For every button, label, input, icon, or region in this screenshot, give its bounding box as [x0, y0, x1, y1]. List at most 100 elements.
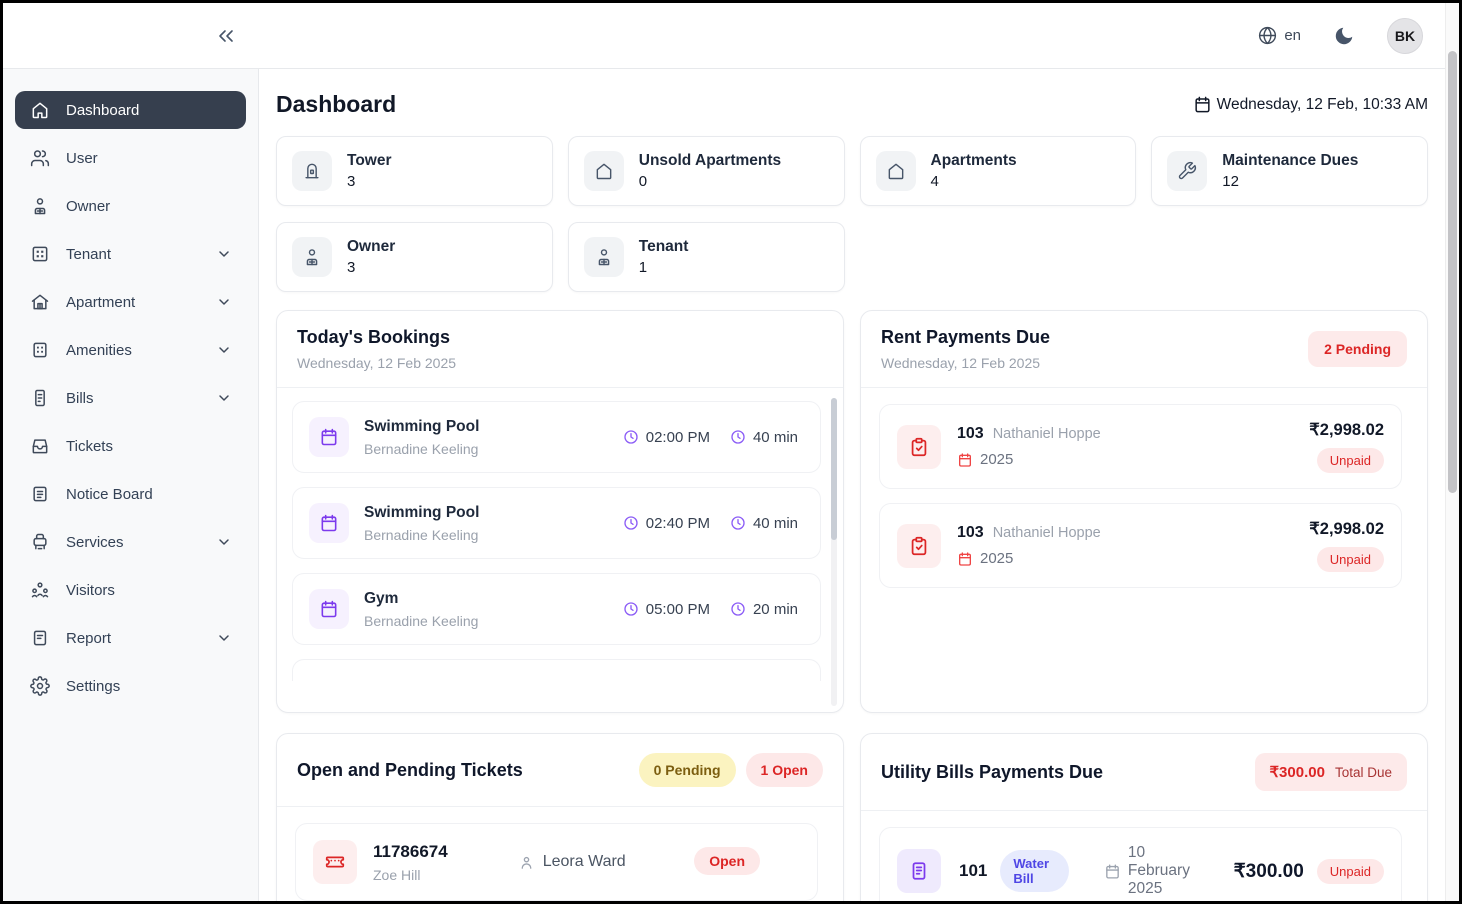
person-icon — [518, 854, 535, 871]
booking-duration-label: 40 min — [752, 428, 798, 446]
booking-item[interactable]: Swimming Pool Bernadine Keeling 02:00 PM… — [292, 401, 821, 473]
ticket-item[interactable]: 11786674 Zoe Hill Leora Ward Open — [295, 823, 818, 901]
stat-card-maintenance-dues[interactable]: Maintenance Dues 12 — [1151, 136, 1428, 206]
booking-item[interactable]: Gym Bernadine Keeling 05:00 PM 20 min — [292, 573, 821, 645]
chevron-down-icon — [216, 246, 232, 262]
rent-unit: 103 — [957, 425, 984, 442]
tickets-list: 11786674 Zoe Hill Leora Ward Open — [277, 807, 843, 901]
dark-mode-toggle[interactable] — [1333, 25, 1355, 47]
sidebar-item-notice-board[interactable]: Notice Board — [15, 475, 246, 513]
sidebar-item-dashboard[interactable]: Dashboard — [15, 91, 246, 129]
chevron-down-icon — [216, 390, 232, 406]
sidebar: Dashboard User Owner Tenant — [3, 69, 259, 901]
stat-card-apartments[interactable]: Apartments 4 — [859, 136, 1137, 206]
rent-item[interactable]: 103 Nathaniel Hoppe 2025 ₹2,998.02 Unpai… — [879, 503, 1402, 588]
stat-card-owner[interactable]: Owner 3 — [276, 222, 553, 292]
rent-pending-badge: 2 Pending — [1308, 331, 1407, 367]
booking-name: Swimming Pool — [364, 503, 480, 521]
rent-unit: 103 — [957, 524, 984, 541]
stat-value: 4 — [930, 173, 939, 190]
main-header: Dashboard Wednesday, 12 Feb, 10:33 AM — [276, 91, 1428, 118]
sidebar-item-user[interactable]: User — [15, 139, 246, 177]
stat-card-unsold-apartments[interactable]: Unsold Apartments 0 — [567, 136, 845, 206]
sidebar-item-services[interactable]: Services — [15, 523, 246, 561]
bookings-date: Wednesday, 12 Feb 2025 — [297, 355, 457, 371]
sidebar-item-label: Bills — [66, 389, 94, 407]
utility-card: Utility Bills Payments Due ₹300.00 Total… — [860, 733, 1428, 901]
booking-meta: 02:00 PM 40 min — [623, 429, 804, 446]
booking-time-label: 02:00 PM — [645, 428, 710, 446]
utility-due-date-label: 10 February 2025 — [1127, 844, 1190, 897]
booking-duration: 40 min — [730, 515, 798, 532]
utility-unit: 101 — [959, 861, 988, 880]
sidebar-item-label: Owner — [66, 197, 111, 215]
bookings-list: Swimming Pool Bernadine Keeling 02:00 PM… — [277, 388, 843, 712]
language-switcher[interactable]: en — [1257, 25, 1301, 46]
tower-icon — [292, 151, 332, 191]
booking-person: Bernadine Keeling — [364, 440, 479, 457]
rent-status-badge: Unpaid — [1316, 448, 1384, 473]
owner-icon — [29, 196, 51, 216]
home-icon — [583, 151, 624, 191]
bills-icon — [29, 388, 51, 408]
clock-icon — [730, 515, 746, 531]
bookings-scrollbar[interactable] — [831, 398, 837, 706]
sidebar-item-visitors[interactable]: Visitors — [15, 571, 246, 609]
sidebar-item-amenities[interactable]: Amenities — [15, 331, 246, 369]
clock-icon — [623, 601, 639, 617]
booking-item-partial — [292, 659, 821, 681]
utility-list: 101 Water Bill 10 February 2025 ₹300.00 … — [861, 811, 1427, 901]
page-scrollbar-thumb[interactable] — [1448, 51, 1457, 493]
user-avatar[interactable]: BK — [1387, 17, 1423, 54]
calendar-check-icon — [309, 589, 349, 629]
utility-title: Utility Bills Payments Due — [881, 761, 1104, 782]
booking-duration: 40 min — [730, 429, 798, 446]
chevron-down-icon — [216, 342, 232, 358]
owner-icon — [292, 237, 332, 277]
stat-label: Owner — [347, 238, 396, 255]
sidebar-item-settings[interactable]: Settings — [15, 667, 246, 705]
sidebar-collapse-button[interactable] — [209, 19, 243, 53]
current-datetime: Wednesday, 12 Feb, 10:33 AM — [1193, 95, 1428, 114]
stat-label: Unsold Apartments — [638, 152, 782, 169]
rent-item[interactable]: 103 Nathaniel Hoppe 2025 ₹2,998.02 Unpai… — [879, 404, 1402, 489]
calendar-check-icon — [309, 417, 349, 457]
sidebar-item-report[interactable]: Report — [15, 619, 246, 657]
booking-time-label: 02:40 PM — [645, 514, 710, 532]
stat-card-tower[interactable]: Tower 3 — [276, 136, 553, 206]
main-content: Dashboard Wednesday, 12 Feb, 10:33 AM To… — [259, 69, 1445, 901]
utility-total-amount: ₹300.00 — [1269, 764, 1325, 781]
sidebar-item-apartment[interactable]: Apartment — [15, 283, 246, 321]
sidebar-item-label: Amenities — [66, 341, 132, 359]
booking-item[interactable]: Swimming Pool Bernadine Keeling 02:40 PM… — [292, 487, 821, 559]
tickets-card: Open and Pending Tickets 0 Pending 1 Ope… — [276, 733, 844, 901]
utility-item[interactable]: 101 Water Bill 10 February 2025 ₹300.00 … — [879, 827, 1402, 901]
sidebar-item-label: Settings — [66, 677, 121, 695]
sidebar-item-label: Notice Board — [66, 485, 153, 503]
stat-card-tenant[interactable]: Tenant 1 — [567, 222, 845, 292]
stat-value: 3 — [347, 259, 356, 276]
tickets-header: Open and Pending Tickets 0 Pending 1 Ope… — [277, 734, 843, 807]
home-icon — [29, 100, 51, 120]
moon-icon — [1333, 25, 1355, 47]
booking-duration: 20 min — [730, 601, 798, 618]
stats-grid: Tower 3 Unsold Apartments 0 Apartments — [276, 136, 1428, 292]
avatar-initials: BK — [1394, 27, 1416, 44]
sidebar-item-owner[interactable]: Owner — [15, 187, 246, 225]
stat-label: Tower — [347, 152, 392, 169]
sidebar-item-label: Dashboard — [66, 101, 140, 119]
tickets-open-badge: 1 Open — [745, 753, 823, 787]
sidebar-item-bills[interactable]: Bills — [15, 379, 246, 417]
sidebar-item-tickets[interactable]: Tickets — [15, 427, 246, 465]
utility-total-label: Total Due — [1334, 764, 1392, 780]
calendar-icon — [957, 551, 973, 567]
stat-label: Apartments — [930, 152, 1017, 169]
stat-label: Tenant — [638, 238, 689, 255]
sidebar-item-tenant[interactable]: Tenant — [15, 235, 246, 273]
page-scrollbar[interactable] — [1445, 3, 1459, 901]
rent-date: Wednesday, 12 Feb 2025 — [881, 355, 1041, 371]
clock-icon — [623, 515, 639, 531]
booking-time-label: 05:00 PM — [645, 600, 710, 618]
bookings-scrollbar-thumb[interactable] — [831, 398, 837, 540]
clock-icon — [623, 429, 639, 445]
